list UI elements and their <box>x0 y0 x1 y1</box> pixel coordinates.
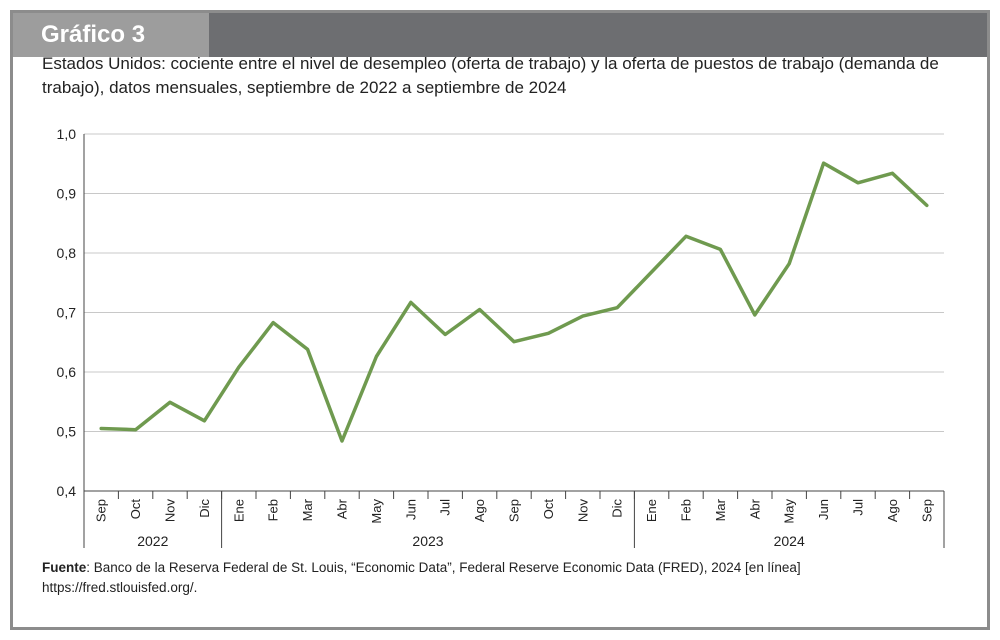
y-tick-label: 0,4 <box>57 483 77 499</box>
x-tick-label: Feb <box>266 499 281 521</box>
x-tick-label: Sep <box>919 499 934 522</box>
x-tick-label: Dic <box>610 499 625 518</box>
source-note: Fuente: Banco de la Reserva Federal de S… <box>42 558 942 598</box>
x-tick-label: Nov <box>575 499 590 523</box>
y-tick-label: 0,7 <box>57 305 77 321</box>
x-tick-label: May <box>369 499 384 524</box>
axes: 0,4 0,5 0,6 0,7 0,8 0,9 1,0 Sep Oct Nov Dic Ene Feb M… <box>57 126 945 549</box>
y-tick-label: 0,6 <box>57 364 77 380</box>
x-tick-label: Ene <box>644 499 659 522</box>
x-tick-label: Dic <box>197 499 212 518</box>
y-tick-label: 0,5 <box>57 424 77 440</box>
x-tick-label: Oct <box>128 499 143 520</box>
y-tick-label: 0,9 <box>57 186 77 202</box>
year-label: 2024 <box>774 533 805 549</box>
x-tick-label: Oct <box>541 499 556 520</box>
x-tick-label: Abr <box>335 498 350 519</box>
x-tick-label: Jun <box>403 499 418 520</box>
x-tick-label: Jul <box>851 499 866 516</box>
x-tick-label: Ago <box>472 499 487 522</box>
source-text: : Banco de la Reserva Federal de St. Lou… <box>42 560 801 595</box>
x-tick-label: Feb <box>679 499 694 521</box>
series-layer <box>99 161 929 443</box>
x-tick-label: Sep <box>94 499 109 522</box>
x-tick-label: Nov <box>163 499 178 523</box>
year-label: 2022 <box>137 533 168 549</box>
x-tick-label: May <box>782 499 797 524</box>
x-tick-label: Mar <box>713 498 728 521</box>
header-bar: Gráfico 3 <box>13 13 987 57</box>
x-tick-label: Ago <box>885 499 900 522</box>
x-tick-label: Sep <box>507 499 522 522</box>
x-tick-label: Jul <box>438 499 453 516</box>
x-tick-label: Jun <box>816 499 831 520</box>
x-tick-label: Mar <box>300 498 315 521</box>
x-tick-label: Abr <box>747 498 762 519</box>
x-tick-label: Ene <box>231 499 246 522</box>
figure-title: Gráfico 3 <box>13 13 209 57</box>
source-label: Fuente <box>42 560 87 575</box>
year-label: 2023 <box>412 533 443 549</box>
y-tick-label: 0,8 <box>57 245 77 261</box>
figure-frame: Gráfico 3 <box>10 10 990 630</box>
series-line <box>99 161 929 443</box>
gridlines <box>84 133 944 432</box>
chart-subtitle: Estados Unidos: cociente entre el nivel … <box>42 54 939 97</box>
y-tick-label: 1,0 <box>57 126 77 142</box>
